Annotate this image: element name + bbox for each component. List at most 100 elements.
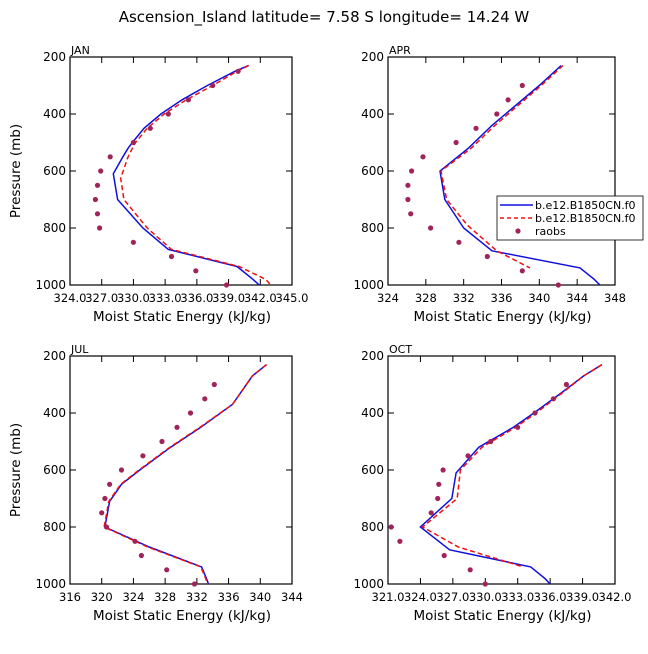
y-tick-label-oct: 600 [361,463,384,477]
x-tick-label-jan: 345.0 [276,291,309,305]
x-tick-label-jan: 330.0 [117,291,150,305]
plot-frame-oct [387,355,616,585]
raobs-point-oct [441,552,447,559]
raobs-point-jul [191,581,198,587]
x-tick-label-jul: 320 [91,590,113,604]
legend-label-1: b.e12.B1850CN.f0 [535,199,636,212]
y-tick-label-jan: 1000 [35,278,66,292]
series-model-dashed-oct [421,363,603,568]
plot-frame-jul [69,355,293,585]
x-tick-label-jan: 339.0 [212,291,245,305]
y-tick-label-jan: 800 [43,221,66,235]
raobs-point-jul [174,424,180,430]
raobs-point-jan [235,68,241,74]
x-tick-label-oct: 342.0 [599,590,632,604]
raobs-point-jul [99,510,105,516]
y-tick-label-jan: 600 [43,164,66,178]
panel-title-oct: OCT [389,343,412,356]
panel-jul: JUL 316 320 324 328 332 336 340 344 200 400 600 800 1… [8,343,303,624]
plot-frame-jan [69,56,293,286]
y-axis-label-jan: Pressure (mb) [8,124,24,218]
raobs-point-oct [550,396,557,402]
raobs-point-jan [210,82,216,89]
raobs-point-oct [563,381,570,388]
raobs-point-apr [456,239,462,245]
y-tick-label-jul: 1000 [35,577,66,591]
x-tick-label-oct: 333.0 [501,590,534,604]
raobs-point-jul [164,567,170,573]
raobs-point-apr [484,253,490,260]
raobs-point-jul [140,453,146,459]
y-tick-label-oct: 800 [361,520,384,534]
raobs-point-oct [465,453,471,459]
x-tick-label-jan: 327.0 [85,291,118,305]
raobs-point-oct [515,424,521,430]
raobs-point-apr [420,154,426,160]
raobs-point-oct [440,467,446,473]
raobs-point-oct [532,410,538,416]
x-axis-label-jul: Moist Static Energy (kJ/kg) [93,608,271,624]
raobs-point-jan [97,225,103,231]
x-axis-label-oct: Moist Static Energy (kJ/kg) [414,608,592,624]
raobs-point-jul [107,481,113,487]
series-model-dashed-jul [103,364,268,584]
y-tick-label-jul: 600 [43,463,66,477]
panel-title-jul: JUL [70,343,89,356]
raobs-point-apr [519,268,525,274]
x-tick-label-apr: 344 [566,291,588,305]
plot-frame-apr [387,56,616,286]
x-tick-label-apr: 328 [415,291,437,305]
raobs-point-jul [132,538,138,544]
raobs-point-oct [467,567,473,573]
raobs-point-jan [165,111,171,117]
raobs-point-apr [405,196,411,203]
x-tick-label-jan: 336.0 [180,291,213,305]
y-tick-label-jan: 200 [43,50,66,64]
panel-apr: APR 324 328 332 336 340 344 348 200 400 600 800 1000… [353,44,626,325]
y-tick-label-jul: 400 [43,406,66,420]
x-axis-label-apr: Moist Static Energy (kJ/kg) [414,309,592,325]
raobs-point-apr [473,125,479,131]
raobs-point-jan [147,125,153,131]
raobs-point-apr [405,182,411,188]
y-tick-label-jan: 400 [43,107,66,121]
y-tick-label-oct: 400 [361,406,384,420]
x-tick-label-oct: 324.0 [404,590,437,604]
series-model-dashed-apr [440,64,564,269]
x-tick-label-jan: 342.0 [244,291,277,305]
raobs-point-apr [494,111,500,117]
raobs-point-jul [102,495,108,502]
x-tick-label-apr: 340 [528,291,550,305]
y-tick-label-apr: 600 [361,164,384,178]
raobs-point-apr [409,168,415,174]
legend: b.e12.B1850CN.f0 b.e12.B1850CN.f0 raobs [496,195,644,241]
legend-dot-swatch [515,228,521,234]
raobs-point-apr [505,97,511,103]
legend-label-2: b.e12.B1850CN.f0 [535,212,636,225]
raobs-point-jan [92,196,98,203]
raobs-point-jul [211,381,217,388]
raobs-point-jul [159,438,165,445]
raobs-point-oct [428,510,434,516]
raobs-point-jan [193,268,199,274]
raobs-point-apr [428,225,434,231]
raobs-point-apr [555,282,561,288]
raobs-point-apr [519,82,525,89]
y-tick-label-apr: 400 [361,107,384,121]
y-axis-label-jul: Pressure (mb) [8,423,24,517]
y-tick-label-jul: 800 [43,520,66,534]
raobs-point-jul [138,552,144,559]
x-tick-label-apr: 336 [491,291,513,305]
x-tick-label-oct: 339.0 [566,590,599,604]
raobs-point-oct [482,581,488,587]
panel-oct: OCT 321.0 324.0 327.0 330.0 333.0 336.0 339.0 34… [353,343,631,624]
x-tick-label-jul: 316 [59,590,81,604]
x-tick-label-jan: 324.0 [54,291,87,305]
raobs-point-jan [168,253,175,260]
series-model-solid-oct [419,363,603,584]
x-tick-label-jul: 332 [186,590,208,604]
y-tick-label-oct: 200 [361,349,384,363]
raobs-point-oct [397,538,403,544]
raobs-point-jul [103,524,110,530]
